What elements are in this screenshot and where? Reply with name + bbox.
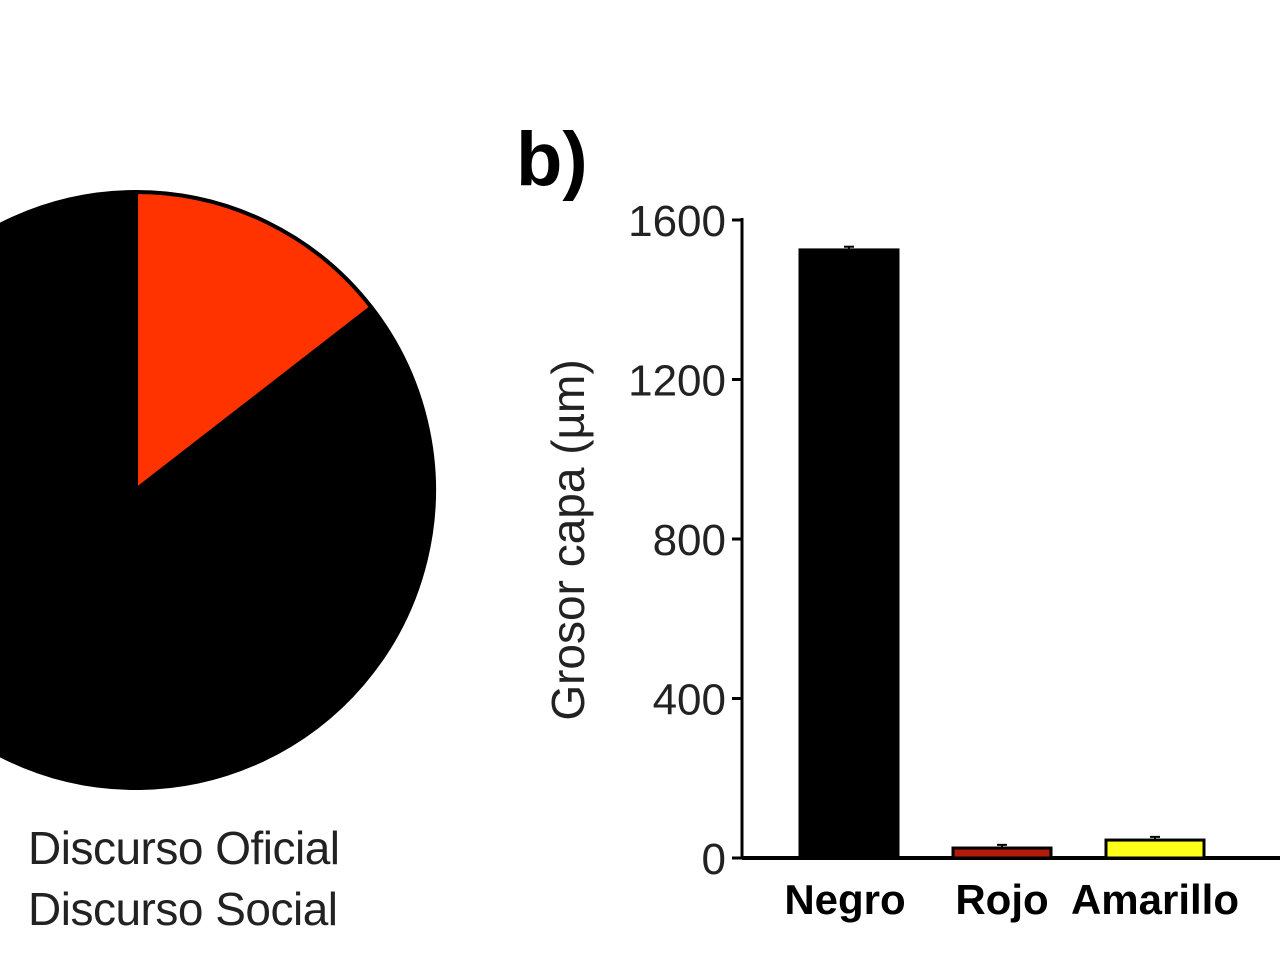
legend-item-discurso-social: Discurso Social [28, 883, 338, 935]
pie-chart [0, 190, 436, 790]
pie-slice-discurso-social [0, 190, 436, 790]
y-tick-label: 0 [702, 835, 726, 884]
bar-rojo [951, 846, 1053, 860]
x-category-label-negro: Negro [784, 876, 905, 923]
pie-slice-discurso-oficial [134, 190, 374, 492]
y-tick-label: 800 [653, 516, 726, 565]
panel-label: b) [516, 117, 588, 202]
bar-negro [798, 248, 900, 860]
x-category-label-amarillo: Amarillo [1071, 876, 1239, 923]
y-axis-label: Grosor capa (µm) [542, 359, 594, 720]
bar-chart: Grosor capa (µm) 0 400 800 1200 1600 Negro Roj… [542, 197, 1280, 923]
bar-amarillo [1104, 838, 1206, 860]
y-tick-label: 1600 [628, 197, 726, 246]
pie-legend: Discurso Oficial Discurso Social [28, 818, 340, 940]
y-tick-label: 400 [653, 676, 726, 725]
y-tick-label: 1200 [628, 357, 726, 406]
x-category-label-rojo: Rojo [955, 876, 1048, 923]
legend-item-discurso-oficial: Discurso Oficial [28, 822, 340, 874]
